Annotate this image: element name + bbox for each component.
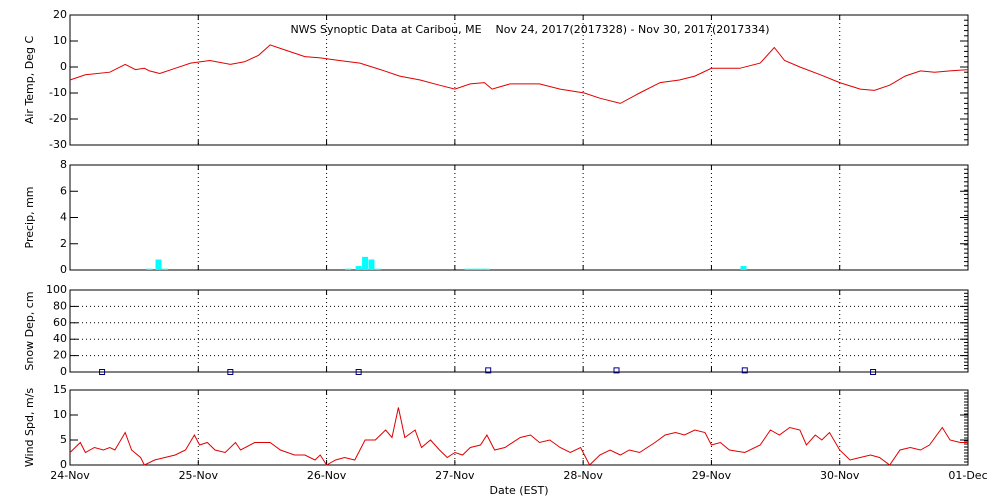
- point: [741, 367, 748, 374]
- y-tick-label: -30: [49, 138, 67, 151]
- y-tick-label: -20: [49, 112, 67, 125]
- point: [355, 369, 362, 375]
- x-tick-label: 28-Nov: [563, 469, 603, 482]
- bar: [464, 268, 471, 270]
- bar: [146, 268, 153, 270]
- y-tick-label: 0: [60, 458, 67, 471]
- y-tick-label: 0: [60, 263, 67, 276]
- y-tick-label: 6: [60, 184, 67, 197]
- x-tick-label: 24-Nov: [50, 469, 90, 482]
- y-tick-label: 40: [53, 332, 67, 345]
- x-tick-label: 01-Dec: [948, 469, 987, 482]
- chart-title: NWS Synoptic Data at Caribou, ME Nov 24,…: [290, 23, 769, 36]
- bar: [345, 268, 352, 270]
- bar: [477, 268, 484, 270]
- y-axis-label: Snow Dep, cm: [23, 291, 36, 370]
- point: [227, 369, 234, 375]
- bar: [161, 268, 168, 270]
- plot-frame: [69, 289, 969, 373]
- y-tick-label: 20: [53, 8, 67, 21]
- y-tick-label: 60: [53, 316, 67, 329]
- y-tick-label: 100: [46, 283, 67, 296]
- point: [99, 369, 106, 375]
- data-line: [69, 407, 968, 466]
- x-axis-label: Date (EST): [489, 484, 548, 497]
- x-tick-label: 30-Nov: [820, 469, 860, 482]
- y-axis-label: Precip, mm: [23, 187, 36, 249]
- y-tick-label: 10: [53, 408, 67, 421]
- x-tick-label: 27-Nov: [435, 469, 475, 482]
- point: [485, 367, 492, 374]
- point: [870, 369, 877, 375]
- y-tick-label: 2: [60, 237, 67, 250]
- bar: [368, 259, 375, 270]
- x-tick-label: 26-Nov: [307, 469, 347, 482]
- y-tick-label: 10: [53, 34, 67, 47]
- y-axis-label: Wind Spd, m/s: [23, 388, 36, 468]
- y-tick-label: 80: [53, 299, 67, 312]
- x-tick-label: 25-Nov: [179, 469, 219, 482]
- point: [613, 367, 620, 374]
- y-tick-label: 20: [53, 349, 67, 362]
- bar: [374, 268, 381, 270]
- bar: [362, 256, 369, 270]
- y-tick-label: 5: [60, 433, 67, 446]
- bar: [740, 266, 747, 270]
- y-tick-label: 0: [60, 60, 67, 73]
- y-tick-label: 0: [60, 365, 67, 378]
- bar: [483, 268, 490, 270]
- bar: [355, 266, 362, 270]
- data-line: [69, 44, 969, 104]
- y-tick-label: -10: [49, 86, 67, 99]
- y-tick-label: 8: [60, 158, 67, 171]
- x-tick-label: 29-Nov: [692, 469, 732, 482]
- y-tick-label: 15: [53, 383, 67, 396]
- y-axis-label: Air Temp, Deg C: [23, 36, 36, 125]
- bar: [155, 259, 162, 270]
- bar: [471, 268, 478, 270]
- plot-frame: [69, 164, 969, 271]
- y-tick-label: 4: [60, 211, 67, 224]
- plot-frame: [69, 389, 969, 466]
